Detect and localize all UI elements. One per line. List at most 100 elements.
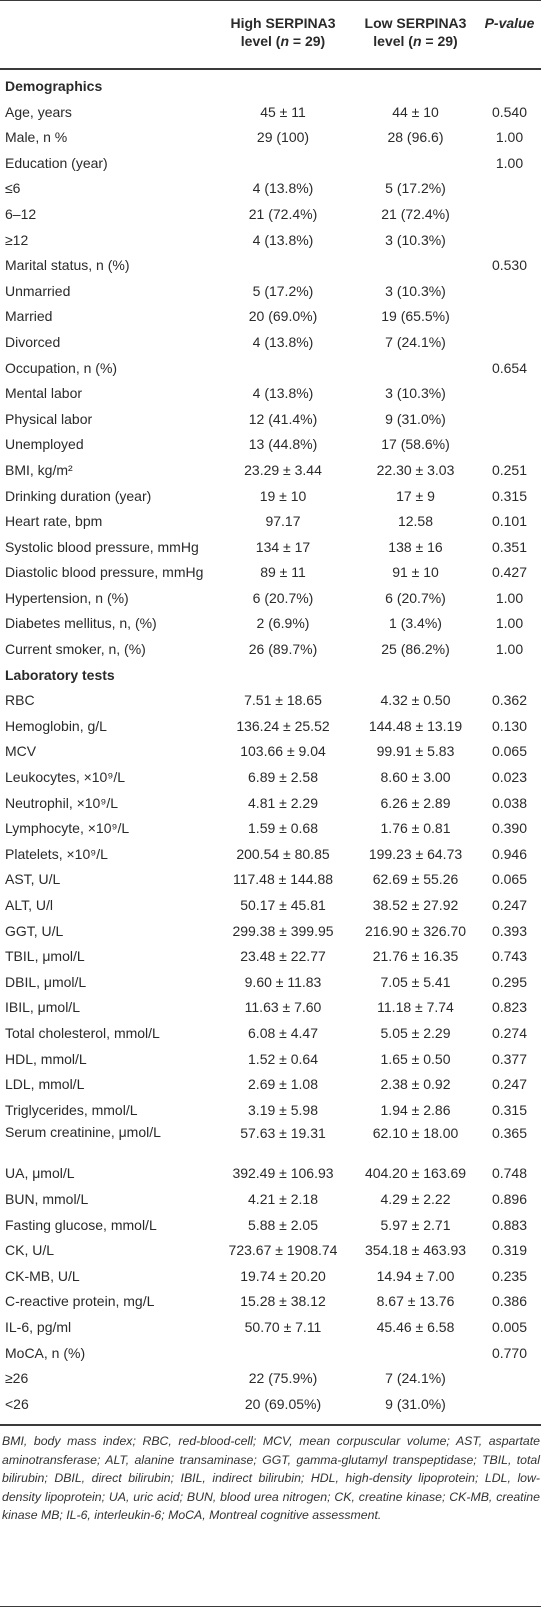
table-row: Diabetes mellitus, n, (%) 2 (6.9%) 1 (3.4%… [0,611,541,637]
high-serpina3-value: 21 (72.4%) [248,205,318,222]
row-label: AST, U/L [5,871,61,888]
low-serpina3-value: 9 (31.0%) [385,1395,446,1412]
low-serpina3-value: 12.58 [397,513,434,530]
p-value: 1.00 [495,129,524,146]
low-serpina3-value: 17 ± 9 [396,487,435,504]
high-serpina3-value: 6.89 ± 2.58 [248,769,318,786]
high-serpina3-value: 11.63 ± 7.60 [244,999,322,1016]
high-serpina3-value: 26 (89.7%) [248,641,318,658]
row-label: Lymphocyte, ×10⁹/L [5,820,130,837]
low-serpina3-value: 21 (72.4%) [381,205,450,222]
table-row: Fasting glucose, mmol/L 5.88 ± 2.05 5.97 ±… [0,1213,541,1239]
low-serpina3-value: 19 (65.5%) [381,308,450,325]
header-rule [0,68,541,70]
high-serpina3-value: 3.19 ± 5.98 [248,1101,318,1118]
low-serpina3-value: 91 ± 10 [392,564,439,581]
p-value: 0.319 [491,1242,528,1259]
row-label: Hemoglobin, g/L [5,717,107,734]
high-serpina3-value: 723.67 ± 1908.74 [228,1242,338,1259]
table-row: DBIL, μmol/L 9.60 ± 11.83 7.05 ± 5.41 0.295 [0,970,541,996]
table-row: Unemployed 13 (44.8%) 17 (58.6%) [0,432,541,458]
low-serpina3-value: 404.20 ± 163.69 [364,1165,467,1182]
low-serpina3-value: 5.97 ± 2.71 [380,1216,451,1233]
table-row: Heart rate, bpm 97.17 12.58 0.101 [0,509,541,535]
p-value: 0.393 [491,922,528,939]
row-label: 6–12 [5,205,37,222]
high-serpina3-value: 50.17 ± 45.81 [240,897,326,913]
low-serpina3-value: 8.60 ± 3.00 [380,769,451,786]
high-serpina3-value: 89 ± 11 [260,564,306,581]
row-label: HDL, mmol/L [5,1050,87,1067]
p-value: 1.00 [495,589,524,606]
high-serpina3-value: 1.52 ± 0.64 [248,1050,318,1067]
low-serpina3-value: 99.91 ± 5.83 [376,743,455,760]
high-serpina3-value: 117.48 ± 144.88 [232,871,334,888]
table-row: Unmarried 5 (17.2%) 3 (10.3%) [0,279,541,305]
p-value: 0.251 [491,461,528,478]
high-serpina3-value: 136.24 ± 25.52 [236,717,330,734]
p-value: 0.377 [491,1050,528,1067]
table-row: Marital status, n (%) 0.530 [0,253,541,279]
row-label: Current smoker, n, (%) [5,641,146,658]
low-serpina3-value: 138 ± 16 [388,538,443,555]
low-serpina3-value: 7 (24.1%) [385,1370,446,1387]
p-value: 0.896 [491,1190,528,1207]
row-label: Divorced [5,333,61,350]
high-serpina3-value: 57.63 ± 19.31 [240,1125,326,1142]
high-serpina3-value: 6.08 ± 4.47 [248,1024,318,1041]
table-row: ≥26 22 (75.9%) 7 (24.1%) [0,1366,541,1392]
row-label: MCV [5,743,37,760]
row-label: C-reactive protein, mg/L [5,1293,155,1310]
p-value: 1.00 [495,641,524,658]
row-label: Platelets, ×10⁹/L [5,845,108,862]
table-row: Age, years 45 ± 11 44 ± 10 0.540 [0,100,541,126]
table-row: MoCA, n (%) 0.770 [0,1341,541,1367]
header-low-serpina3: Low SERPINA3 level (n = 29) [364,15,467,49]
p-value: 0.748 [491,1165,528,1182]
high-serpina3-value: 4.81 ± 2.29 [248,794,318,811]
p-value: 0.023 [491,769,528,786]
low-serpina3-value: 25 (86.2%) [381,641,450,658]
row-label: Laboratory tests [5,666,115,683]
row-label: MoCA, n (%) [5,1344,86,1361]
row-label: ≥12 [5,231,29,248]
row-label: Occupation, n (%) [5,359,118,376]
p-value: 0.247 [491,1076,528,1093]
low-serpina3-value: 216.90 ± 326.70 [364,922,467,939]
high-serpina3-value: 50.70 ± 7.11 [244,1318,322,1335]
p-value: 0.386 [491,1293,528,1310]
high-serpina3-value: 392.49 ± 106.93 [232,1165,334,1182]
row-label: RBC [5,692,35,709]
high-serpina3-value: 2 (6.9%) [256,615,310,632]
low-serpina3-value: 199.23 ± 64.73 [368,845,463,862]
table-row: Physical labor 12 (41.4%) 9 (31.0%) [0,407,541,433]
low-serpina3-value: 22.30 ± 3.03 [376,461,455,478]
high-serpina3-value: 4 (13.8%) [252,180,314,197]
row-label: CK-MB, U/L [5,1267,80,1284]
low-serpina3-value: 1.65 ± 0.50 [380,1050,451,1067]
high-serpina3-value: 1.59 ± 0.68 [248,820,318,837]
low-serpina3-value: 9 (31.0%) [385,410,446,427]
high-serpina3-value: 4 (13.8%) [252,385,314,402]
high-serpina3-value: 4 (13.8%) [252,231,314,248]
row-label: Male, n % [5,129,68,146]
row-label: <26 [5,1395,29,1412]
row-label: TBIL, μmol/L [5,948,85,965]
table-row: Neutrophil, ×10⁹/L 4.81 ± 2.29 6.26 ± 2.89… [0,791,541,817]
table-row: 6–12 21 (72.4%) 21 (72.4%) [0,202,541,228]
high-serpina3-value: 4.21 ± 2.18 [248,1190,318,1207]
bottom-rule [0,1424,541,1426]
low-serpina3-value: 5.05 ± 2.29 [380,1024,451,1041]
row-label: ≤6 [5,180,21,197]
table-row: C-reactive protein, mg/L 15.28 ± 38.12 8.6… [0,1289,541,1315]
low-serpina3-value: 28 (96.6) [387,129,444,146]
table-row: MCV 103.66 ± 9.04 99.91 ± 5.83 0.065 [0,739,541,765]
table-row: BUN, mmol/L 4.21 ± 2.18 4.29 ± 2.22 0.896 [0,1187,541,1213]
low-serpina3-value: 7.05 ± 5.41 [380,973,451,990]
p-value: 0.130 [491,717,528,734]
table-row: GGT, U/L 299.38 ± 399.95 216.90 ± 326.70 0.… [0,919,541,945]
row-label: Triglycerides, mmol/L [5,1101,138,1118]
row-label: Married [5,308,53,325]
row-label: ≥26 [5,1370,29,1387]
